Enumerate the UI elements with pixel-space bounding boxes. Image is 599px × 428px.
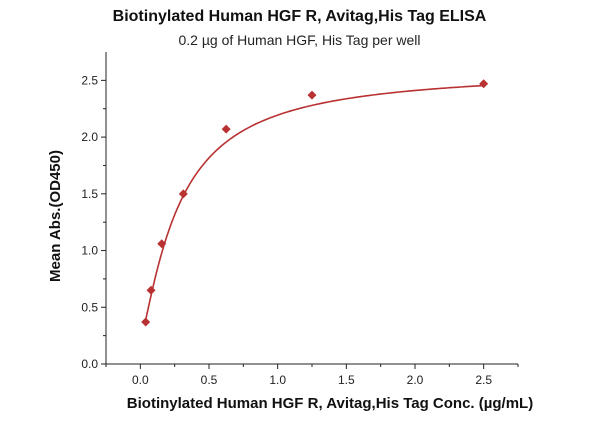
fit-curve-layer (144, 84, 484, 321)
data-points-layer (141, 79, 489, 327)
x-axis-label: Biotinylated Human HGF R, Avitag,His Tag… (126, 395, 534, 412)
y-tick-label: 2.5 (81, 73, 98, 87)
x-tick-label: 1.5 (338, 373, 355, 387)
x-tick-label: 0.5 (201, 373, 218, 387)
y-axis-label: Mean Abs.(OD450) (47, 150, 64, 282)
data-point (307, 90, 317, 100)
data-point (479, 79, 489, 89)
y-tick-label: 1.5 (81, 187, 98, 201)
y-tick-label: 1.0 (81, 244, 98, 258)
axes: 0.0 0.5 1.0 1.5 2.0 2.5 0.0 0.5 1.0 1.5 2.0 2.5 (81, 52, 519, 387)
fit-curve (144, 84, 484, 321)
x-tick-label: 2.5 (475, 373, 492, 387)
y-tick-label: 2.0 (81, 130, 98, 144)
y-tick-label: 0.5 (81, 300, 98, 314)
y-tick-label: 0.0 (81, 357, 98, 371)
x-tick-label: 1.0 (269, 373, 286, 387)
data-point (221, 124, 231, 134)
x-tick-label: 0.0 (132, 373, 149, 387)
chart-title: Biotinylated Human HGF R, Avitag,His Tag… (112, 8, 487, 25)
data-point (178, 189, 188, 199)
data-point (146, 285, 156, 295)
x-tick-label: 2.0 (407, 373, 424, 387)
data-point (141, 317, 151, 327)
data-point (157, 239, 167, 249)
chart-subtitle: 0.2 µg of Human HGF, His Tag per well (178, 32, 421, 48)
